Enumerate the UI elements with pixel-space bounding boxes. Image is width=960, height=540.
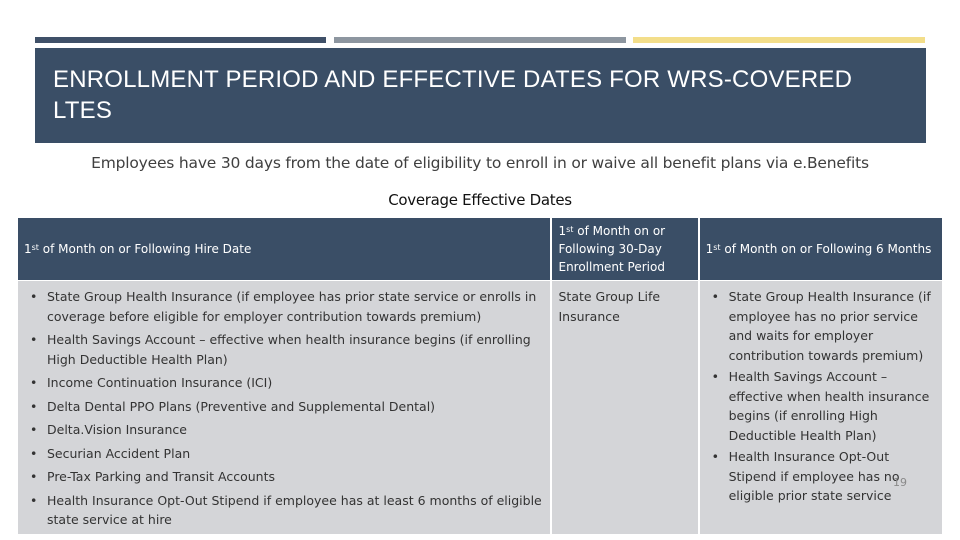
- column-header-30-day: 1st of Month on or Following 30-Day Enro…: [550, 218, 698, 280]
- column-header-hire-date: 1st of Month on or Following Hire Date: [18, 218, 551, 280]
- hire-date-benefit-list: State Group Health Insurance (if employe…: [24, 287, 544, 530]
- accent-bar-dark: [35, 37, 326, 43]
- accent-bar-gold: [633, 37, 925, 43]
- list-item: Securian Accident Plan: [24, 444, 544, 464]
- list-item: Health Savings Account – effective when …: [706, 367, 936, 445]
- title-banner: ENROLLMENT PERIOD AND EFFECTIVE DATES FO…: [35, 48, 926, 143]
- cell-hire-date: State Group Health Insurance (if employe…: [18, 280, 551, 534]
- list-item: State Group Health Insurance (if employe…: [706, 287, 936, 365]
- list-item: Health Savings Account – effective when …: [24, 330, 544, 369]
- accent-bar-gray: [334, 37, 626, 43]
- cell-30-day: State Group Life Insurance: [550, 280, 698, 534]
- table-row: State Group Health Insurance (if employe…: [18, 280, 942, 534]
- list-item: Health Insurance Opt-Out Stipend if empl…: [24, 491, 544, 530]
- list-item: Delta.Vision Insurance: [24, 420, 544, 440]
- table-caption: Coverage Effective Dates: [388, 191, 572, 209]
- list-item: State Group Health Insurance (if employe…: [24, 287, 544, 326]
- column-header-6-months: 1st of Month on or Following 6 Months: [697, 218, 942, 280]
- table-header-row: 1st of Month on or Following Hire Date 1…: [18, 218, 942, 280]
- list-item: Income Continuation Insurance (ICI): [24, 373, 544, 393]
- page-number: 19: [893, 476, 907, 489]
- coverage-table: 1st of Month on or Following Hire Date 1…: [18, 218, 942, 534]
- slide-title: ENROLLMENT PERIOD AND EFFECTIVE DATES FO…: [53, 66, 853, 124]
- list-item: Delta Dental PPO Plans (Preventive and S…: [24, 397, 544, 417]
- list-item: Health Insurance Opt-Out Stipend if empl…: [706, 447, 936, 506]
- slide-subtitle: Employees have 30 days from the date of …: [91, 154, 869, 172]
- cell-6-months: State Group Health Insurance (if employe…: [697, 280, 942, 534]
- six-month-benefit-list: State Group Health Insurance (if employe…: [706, 287, 936, 506]
- life-insurance-text: State Group Life Insurance: [558, 289, 661, 324]
- list-item: Pre-Tax Parking and Transit Accounts: [24, 467, 544, 487]
